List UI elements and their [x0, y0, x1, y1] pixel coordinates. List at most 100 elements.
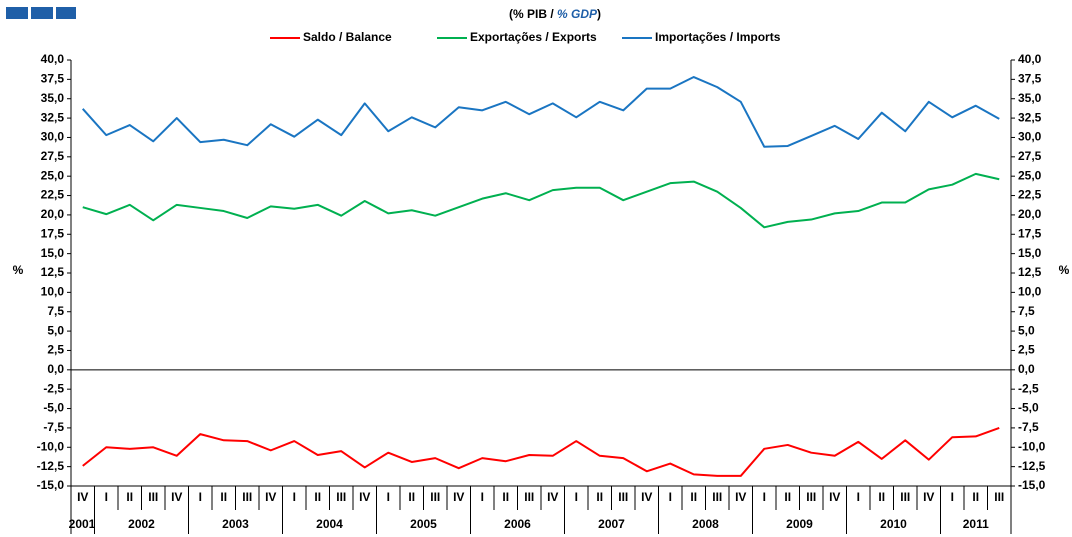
x-tick-label: I	[763, 490, 766, 504]
x-tick-label: II	[596, 490, 603, 504]
y2-tick-label: -15,0	[1018, 478, 1046, 492]
y2-tick-label: -10,0	[1018, 439, 1046, 453]
y2-tick-label: -12,5	[1018, 459, 1046, 473]
x-tick-label: II	[972, 490, 979, 504]
x-tick-label: I	[293, 490, 296, 504]
y2-tick-label: 5,0	[1018, 323, 1035, 337]
x-tick-label: I	[575, 490, 578, 504]
year-label: 2003	[222, 517, 249, 531]
y2-tick-label: 2,5	[1018, 343, 1035, 357]
x-tick-label: IV	[77, 490, 88, 504]
y-tick-label: 5,0	[47, 323, 64, 337]
year-label: 2005	[410, 517, 437, 531]
x-tick-label: I	[481, 490, 484, 504]
y-tick-label: 15,0	[41, 246, 65, 260]
x-tick-label: I	[951, 490, 954, 504]
x-tick-label: II	[690, 490, 697, 504]
x-tick-label: IV	[265, 490, 276, 504]
x-tick-label: II	[784, 490, 791, 504]
y2-tick-label: 32,5	[1018, 110, 1042, 124]
x-tick-label: II	[220, 490, 227, 504]
y2-tick-label: 0,0	[1018, 362, 1035, 376]
x-tick-label: IV	[547, 490, 558, 504]
x-tick-label: II	[314, 490, 321, 504]
year-label: 2007	[598, 517, 625, 531]
y-tick-label: -2,5	[43, 381, 64, 395]
x-tick-label: II	[502, 490, 509, 504]
y2-tick-label: 17,5	[1018, 226, 1042, 240]
x-tick-label: IV	[641, 490, 652, 504]
y2-tick-label: -2,5	[1018, 381, 1039, 395]
y-tick-label: 10,0	[41, 285, 65, 299]
x-tick-label: IV	[171, 490, 182, 504]
x-tick-label: III	[712, 490, 722, 504]
x-tick-label: III	[242, 490, 252, 504]
x-tick-label: III	[524, 490, 534, 504]
x-tick-label: III	[148, 490, 158, 504]
y-tick-label: 2,5	[47, 343, 64, 357]
y2-tick-label: 27,5	[1018, 149, 1042, 163]
y2-tick-label: 7,5	[1018, 304, 1035, 318]
x-tick-label: III	[900, 490, 910, 504]
x-tick-label: I	[387, 490, 390, 504]
x-tick-label: III	[336, 490, 346, 504]
y-tick-label: 12,5	[41, 265, 65, 279]
y2-tick-label: 10,0	[1018, 285, 1042, 299]
y-tick-label: -7,5	[43, 420, 64, 434]
series-line	[82, 426, 1000, 477]
x-tick-label: I	[105, 490, 108, 504]
y2-tick-label: 37,5	[1018, 72, 1042, 86]
title-pt: (% PIB /	[509, 7, 557, 21]
y-tick-label: 40,0	[41, 52, 65, 66]
series-line	[82, 172, 1000, 229]
legend-label: Importações / Imports	[655, 30, 781, 44]
year-label: 2006	[504, 517, 531, 531]
y2-tick-label: 30,0	[1018, 130, 1042, 144]
year-label: 2002	[128, 517, 155, 531]
y2-tick-label: 15,0	[1018, 246, 1042, 260]
y2-tick-label: 25,0	[1018, 168, 1042, 182]
y-tick-label: 22,5	[41, 188, 65, 202]
series-line	[82, 76, 1000, 148]
y-tick-label: 32,5	[41, 110, 65, 124]
x-tick-label: IV	[829, 490, 840, 504]
y2-tick-label: 20,0	[1018, 207, 1042, 221]
x-tick-label: I	[669, 490, 672, 504]
x-tick-label: IV	[735, 490, 746, 504]
y-axis-label: %	[13, 263, 24, 277]
year-label: 2008	[692, 517, 719, 531]
year-label: 2009	[786, 517, 813, 531]
y2-tick-label: 35,0	[1018, 91, 1042, 105]
y-tick-label: 20,0	[41, 207, 65, 221]
y2-axis-label: %	[1059, 263, 1070, 277]
title-en: % GDP	[557, 7, 598, 21]
x-tick-label: II	[408, 490, 415, 504]
y-tick-label: 0,0	[47, 362, 64, 376]
y-tick-label: -15,0	[37, 478, 65, 492]
y-tick-label: 17,5	[41, 226, 65, 240]
legend-label: Saldo / Balance	[303, 30, 392, 44]
y-tick-label: -10,0	[37, 439, 65, 453]
y-tick-label: 30,0	[41, 130, 65, 144]
x-tick-label: II	[126, 490, 133, 504]
year-label: 2004	[316, 517, 343, 531]
x-tick-label: III	[994, 490, 1004, 504]
title-end: )	[597, 7, 601, 21]
x-tick-label: III	[806, 490, 816, 504]
x-tick-label: IV	[923, 490, 934, 504]
logo	[6, 7, 76, 19]
y-tick-label: 35,0	[41, 91, 65, 105]
x-tick-label: I	[199, 490, 202, 504]
year-label: 2011	[963, 517, 989, 531]
y2-tick-label: 40,0	[1018, 52, 1042, 66]
x-tick-label: I	[857, 490, 860, 504]
y2-tick-label: 12,5	[1018, 265, 1042, 279]
y2-tick-label: 22,5	[1018, 188, 1042, 202]
x-tick-label: IV	[453, 490, 464, 504]
chart-title: (% PIB / % GDP)	[509, 7, 601, 21]
x-tick-label: III	[430, 490, 440, 504]
y-tick-label: -12,5	[37, 459, 65, 473]
y-tick-label: 27,5	[41, 149, 65, 163]
y2-tick-label: -5,0	[1018, 401, 1039, 415]
